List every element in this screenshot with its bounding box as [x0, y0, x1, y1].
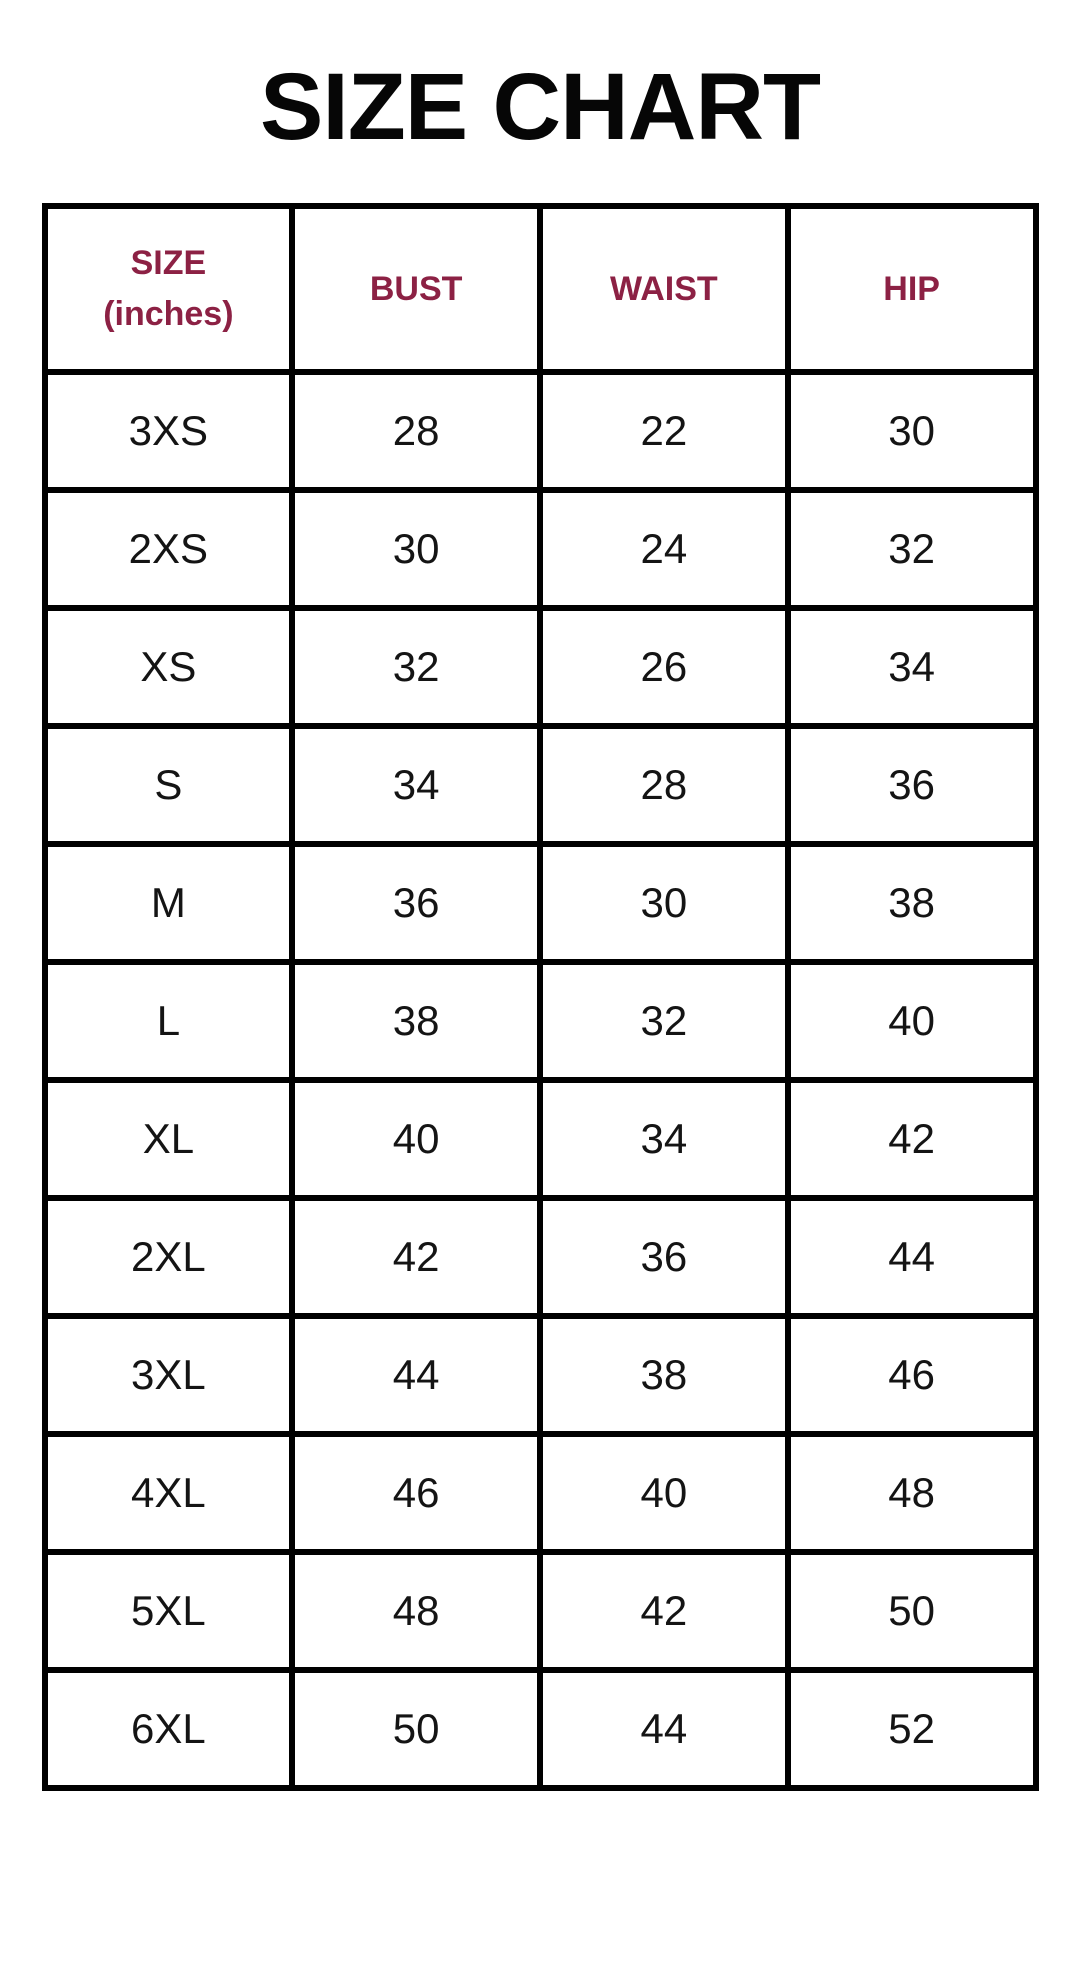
cell-waist: 44	[537, 1667, 791, 1791]
header-cell-bust: BUST	[289, 203, 543, 375]
cell-size: S	[41, 723, 296, 847]
cell-bust: 46	[289, 1431, 543, 1555]
cell-hip: 50	[784, 1549, 1039, 1673]
cell-bust: 34	[289, 723, 543, 847]
cell-waist: 22	[537, 369, 791, 493]
table-header: SIZE (inches) BUST WAIST HIP	[41, 203, 1039, 375]
cell-waist: 40	[537, 1431, 791, 1555]
table-row-s: S 34 28 36	[41, 723, 1039, 847]
table-row-6xl: 6XL 50 44 52	[41, 1667, 1039, 1791]
cell-hip: 46	[784, 1313, 1039, 1437]
cell-hip: 32	[784, 487, 1039, 611]
table-row-5xl: 5XL 48 42 50	[41, 1549, 1039, 1673]
cell-size: 5XL	[41, 1549, 296, 1673]
cell-bust: 38	[289, 959, 543, 1083]
cell-size: XS	[41, 605, 296, 729]
cell-waist: 26	[537, 605, 791, 729]
cell-hip: 38	[784, 841, 1039, 965]
cell-bust: 32	[289, 605, 543, 729]
cell-size: 2XS	[41, 487, 296, 611]
cell-bust: 30	[289, 487, 543, 611]
table-body: 3XS 28 22 30 2XS 30 24 32 XS 32 26 34 S …	[41, 369, 1039, 1791]
cell-hip: 44	[784, 1195, 1039, 1319]
cell-hip: 30	[784, 369, 1039, 493]
header-cell-hip: HIP	[784, 203, 1039, 375]
cell-bust: 44	[289, 1313, 543, 1437]
cell-size: 4XL	[41, 1431, 296, 1555]
table-row-xl: XL 40 34 42	[41, 1077, 1039, 1201]
table-row-l: L 38 32 40	[41, 959, 1039, 1083]
cell-bust: 36	[289, 841, 543, 965]
cell-waist: 28	[537, 723, 791, 847]
table-row-m: M 36 30 38	[41, 841, 1039, 965]
cell-bust: 48	[289, 1549, 543, 1673]
header-waist-label: WAIST	[610, 269, 718, 308]
header-size-unit-label: (inches)	[103, 295, 234, 333]
cell-waist: 34	[537, 1077, 791, 1201]
cell-bust: 50	[289, 1667, 543, 1791]
cell-hip: 34	[784, 605, 1039, 729]
cell-waist: 36	[537, 1195, 791, 1319]
table-row-3xl: 3XL 44 38 46	[41, 1313, 1039, 1437]
cell-waist: 32	[537, 959, 791, 1083]
cell-bust: 40	[289, 1077, 543, 1201]
size-chart-table: SIZE (inches) BUST WAIST HIP 3XS 28 22 3…	[41, 203, 1039, 1791]
table-row-2xs: 2XS 30 24 32	[41, 487, 1039, 611]
table-row-3xs: 3XS 28 22 30	[41, 369, 1039, 493]
cell-size: 6XL	[41, 1667, 296, 1791]
header-cell-size: SIZE (inches)	[41, 203, 296, 375]
cell-size: 3XL	[41, 1313, 296, 1437]
table-row-2xl: 2XL 42 36 44	[41, 1195, 1039, 1319]
cell-bust: 42	[289, 1195, 543, 1319]
cell-hip: 40	[784, 959, 1039, 1083]
cell-hip: 42	[784, 1077, 1039, 1201]
cell-size: L	[41, 959, 296, 1083]
size-chart-page: SIZE CHART SIZE (inches) BUST WAIST HIP	[0, 60, 1080, 1791]
cell-waist: 24	[537, 487, 791, 611]
page-title: SIZE CHART	[260, 54, 821, 160]
cell-size: XL	[41, 1077, 296, 1201]
cell-waist: 30	[537, 841, 791, 965]
cell-waist: 38	[537, 1313, 791, 1437]
header-cell-waist: WAIST	[537, 203, 791, 375]
table-row-4xl: 4XL 46 40 48	[41, 1431, 1039, 1555]
cell-size: 2XL	[41, 1195, 296, 1319]
header-hip-label: HIP	[883, 269, 940, 308]
cell-size: 3XS	[41, 369, 296, 493]
cell-size: M	[41, 841, 296, 965]
cell-waist: 42	[537, 1549, 791, 1673]
header-bust-label: BUST	[369, 269, 463, 308]
table-row-xs: XS 32 26 34	[41, 605, 1039, 729]
cell-hip: 52	[784, 1667, 1039, 1791]
cell-hip: 48	[784, 1431, 1039, 1555]
header-row: SIZE (inches) BUST WAIST HIP	[41, 203, 1039, 375]
header-size-label: SIZE	[130, 244, 207, 282]
cell-bust: 28	[289, 369, 543, 493]
cell-hip: 36	[784, 723, 1039, 847]
